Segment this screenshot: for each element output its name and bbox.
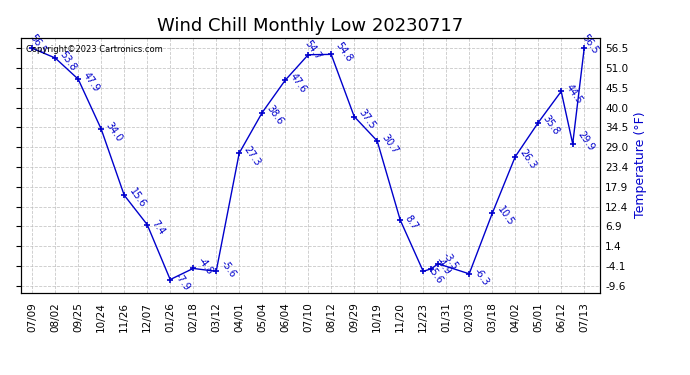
Text: Copyright©2023 Cartronics.com: Copyright©2023 Cartronics.com (26, 45, 164, 54)
Text: -5.6: -5.6 (426, 265, 445, 286)
Text: -3.5: -3.5 (441, 251, 460, 272)
Text: -7.9: -7.9 (173, 272, 192, 293)
Text: 54.8: 54.8 (334, 40, 355, 63)
Y-axis label: Temperature (°F): Temperature (°F) (634, 112, 647, 218)
Text: 10.5: 10.5 (495, 205, 515, 228)
Text: 15.6: 15.6 (127, 186, 148, 210)
Text: -6.3: -6.3 (472, 266, 491, 287)
Text: 26.3: 26.3 (518, 148, 538, 171)
Text: -4.8: -4.8 (196, 255, 215, 276)
Text: 53.8: 53.8 (58, 49, 79, 72)
Text: -5.6: -5.6 (219, 258, 238, 279)
Text: 47.6: 47.6 (288, 71, 308, 95)
Text: -4.9: -4.9 (434, 255, 453, 277)
Text: 38.6: 38.6 (265, 104, 286, 127)
Text: 34.0: 34.0 (104, 120, 124, 144)
Title: Wind Chill Monthly Low 20230717: Wind Chill Monthly Low 20230717 (157, 16, 464, 34)
Text: 27.3: 27.3 (242, 144, 263, 168)
Text: 35.8: 35.8 (541, 114, 562, 137)
Text: 56.5: 56.5 (580, 32, 600, 56)
Text: 29.9: 29.9 (575, 129, 596, 153)
Text: 56.5: 56.5 (28, 32, 48, 56)
Text: 54.7: 54.7 (303, 39, 323, 62)
Text: 7.4: 7.4 (150, 218, 167, 237)
Text: 37.5: 37.5 (357, 108, 377, 131)
Text: 8.7: 8.7 (403, 214, 420, 232)
Text: 47.9: 47.9 (81, 70, 101, 94)
Text: 30.7: 30.7 (380, 132, 400, 155)
Text: 44.5: 44.5 (564, 82, 584, 106)
